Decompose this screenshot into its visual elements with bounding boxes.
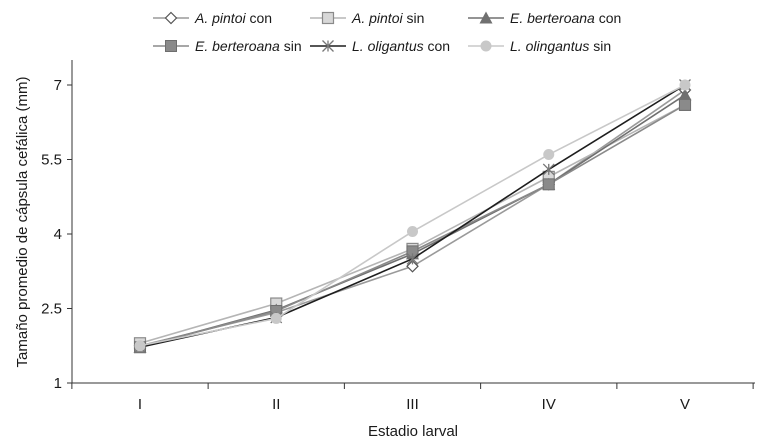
series-3 [133,88,692,353]
series-2 [133,98,692,350]
legend-marker [165,40,177,52]
legend-marker [322,40,334,52]
series-line [139,89,686,347]
series-line [139,84,686,347]
data-point [679,79,691,91]
legend-label: E. berteroana con [510,10,621,26]
legend-marker [164,11,178,25]
series-layer [133,79,692,354]
legend-label-treatment: sin [403,10,425,26]
x-tick-label: IV [542,396,556,413]
legend-label-species: E. berteroana [510,10,595,26]
legend-label-treatment: sin [589,38,611,54]
legend-label-species: E. berteroana [195,38,280,54]
legend-label: E. berteroana sin [195,38,302,54]
legend-item: E. berteroana sin [153,38,302,54]
legend-item: L. oligantus con [310,38,450,54]
x-tick-label: V [680,396,690,413]
legend-item: E. berteroana con [468,10,621,26]
legend-label-treatment: sin [280,38,302,54]
x-tick-label: I [138,396,142,413]
data-point [542,163,555,176]
series-5 [134,79,691,354]
legend-label-species: L. olingantus [510,38,589,54]
y-tick-label: 5.5 [41,152,62,169]
legend-label-treatment: con [595,10,621,26]
data-point [270,312,282,324]
legend-label: L. olingantus sin [510,38,611,54]
y-axis-title: Tamaño promedio de cápsula cefálica (mm) [14,77,31,368]
legend-label-treatment: con [424,38,450,54]
data-point [542,178,555,191]
legend: A. pintoi con A. pintoi sin E. berteroana … [153,10,621,54]
data-point [406,252,419,265]
x-axis-title: Estadio larval [368,423,458,440]
legend-label-treatment: con [246,10,272,26]
series-line [139,94,686,349]
y-ticks: 1 2.5 4 5.5 7 [41,77,72,392]
y-tick-label: 1 [54,375,62,392]
legend-marker [321,11,335,25]
data-point [543,149,555,161]
data-point [406,259,419,273]
data-point [134,340,146,352]
legend-label-species: L. oligantus [352,38,424,54]
y-tick-label: 2.5 [41,301,62,318]
series-6 [134,79,691,352]
axes [71,60,755,384]
legend-item: A. pintoi con [153,10,272,26]
data-point [407,226,418,238]
legend-item: L. olingantus sin [468,38,611,54]
legend-label: A. pintoi con [194,10,272,26]
legend-label-species: A. pintoi [351,10,403,26]
data-point [678,88,692,101]
x-tick-label: II [272,396,280,413]
legend-label-species: A. pintoi [194,10,246,26]
series-line [139,84,686,349]
legend-marker [480,40,492,52]
legend-marker [479,11,493,24]
data-point [679,98,691,111]
series-line [139,104,686,345]
legend-item: A. pintoi sin [310,10,424,26]
x-ticks: I II III IV V [71,383,754,413]
legend-label: L. oligantus con [352,38,450,54]
x-tick-label: III [406,396,419,413]
y-tick-label: 7 [54,77,62,94]
legend-label: A. pintoi sin [351,10,424,26]
y-tick-label: 4 [54,226,62,243]
